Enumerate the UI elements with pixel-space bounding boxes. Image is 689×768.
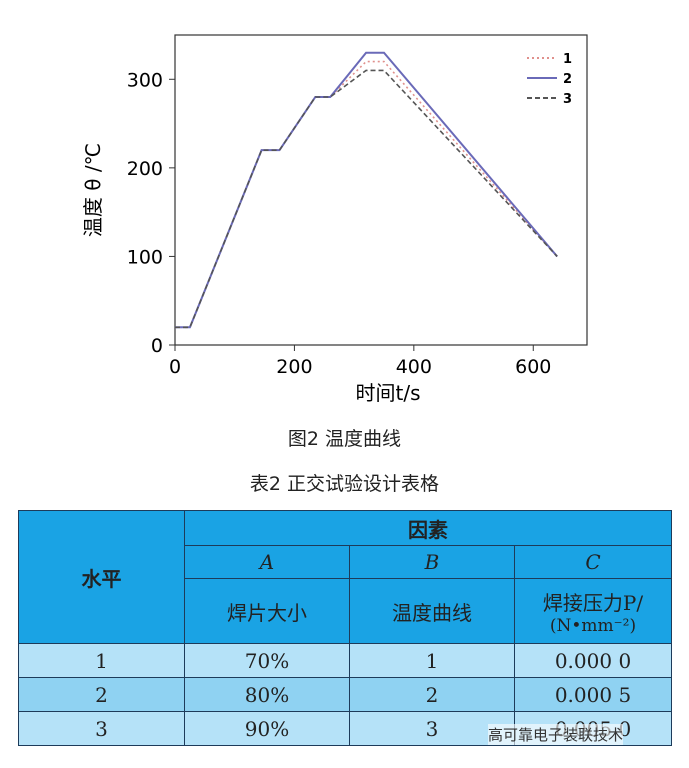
header-cell: C [514,545,672,579]
table-cell: 2 [18,677,185,712]
plot-frame [174,34,588,346]
watermark: 高可靠电子装联技术 [488,724,624,745]
y-tick-label: 100 [127,246,163,268]
header-cell: 焊片大小 [184,578,350,644]
y-tick-label: 300 [127,69,163,91]
table-row: 1 70% 1 0.000 0 [18,643,672,678]
table-cell: 70% [184,643,350,678]
chart: 时间t/s 温度 θ /℃ 0 200 400 600 0 100 200 300 1 2 3 [81,34,588,405]
table-cell: 3 [349,711,515,746]
x-tick-label: 200 [276,356,312,378]
table-cell: 1 [18,643,185,678]
table-cell: 90% [184,711,350,746]
table: 水平 因素 A B C 焊片大小 温度曲线 焊接压力P/(N•mm⁻²) 1 70… [18,510,672,746]
table-cell: 80% [184,677,350,712]
x-tick-label: 600 [515,356,551,378]
header-text: 焊接压力P/ [542,590,644,615]
series-line [175,51,558,329]
y-tick-label: 0 [151,335,163,357]
series-line [175,60,558,329]
legend-label: 1 [563,52,572,67]
header-unit: (N•mm⁻²) [549,615,637,636]
series-line [175,69,558,329]
table-cell: 2 [349,677,515,712]
table-row: 2 80% 2 0.000 5 [18,677,672,712]
header-cell: B [349,545,515,579]
y-axis-label: 温度 θ /℃ [81,143,105,237]
x-tick-label: 400 [396,356,432,378]
header-cell: A [184,545,350,579]
y-tick-label: 200 [127,158,163,180]
legend-label: 2 [563,72,572,87]
header-cell: 焊接压力P/(N•mm⁻²) [514,578,672,644]
table-cell: 3 [18,711,185,746]
figure-caption: 图2 温度曲线 [287,428,402,450]
header-cell: 因素 [184,510,672,546]
table-cell: 0.000 0 [514,643,672,678]
header-cell: 水平 [18,510,185,644]
x-axis-label: 时间t/s [356,381,421,405]
header-cell: 温度曲线 [349,578,515,644]
table-cell: 1 [349,643,515,678]
legend-label: 3 [563,92,572,107]
x-tick-label: 0 [169,356,181,378]
table-cell: 0.000 5 [514,677,672,712]
table-title: 表2 正交试验设计表格 [249,473,440,495]
